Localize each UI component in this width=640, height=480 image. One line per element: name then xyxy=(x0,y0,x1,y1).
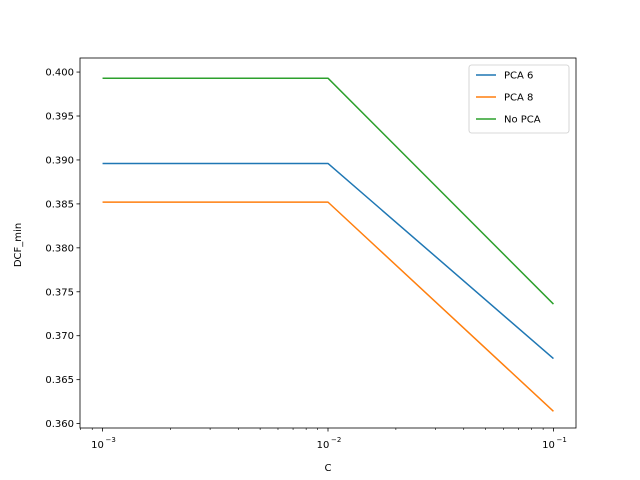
y-tick-label: 0.360 xyxy=(45,419,74,430)
x-tick-label-exponent: −2 xyxy=(331,436,341,444)
axes-layer: 0.360 0.365 0.370 0.375 0.380 0.385 0.390 0.395… xyxy=(45,57,577,451)
y-tick-label: 0.385 xyxy=(45,199,74,210)
x-tick-label-base: 10 xyxy=(317,440,330,451)
x-tick-label: 10 −1 xyxy=(542,436,567,451)
x-tick-label-base: 10 xyxy=(91,440,104,451)
y-tick-label: 0.370 xyxy=(45,331,74,342)
legend-label-3: No PCA xyxy=(504,115,541,126)
x-tick-label-exponent: −3 xyxy=(106,436,116,444)
series-line-3 xyxy=(102,77,554,305)
legend-label-1: PCA 6 xyxy=(504,71,533,82)
y-tick-label: 0.395 xyxy=(45,112,74,123)
series-line-1 xyxy=(102,162,554,360)
x-tick-label-base: 10 xyxy=(542,440,555,451)
y-tick-label: 0.400 xyxy=(45,68,74,79)
plot-layer xyxy=(102,77,554,412)
x-axis-label: C xyxy=(325,463,332,474)
y-tick-label: 0.390 xyxy=(45,155,74,166)
y-tick-label: 0.375 xyxy=(45,287,74,298)
x-tick-label: 10 −2 xyxy=(317,436,342,451)
legend-label-2: PCA 8 xyxy=(504,93,533,104)
x-tick-label: 10 −3 xyxy=(91,436,116,451)
legend-box xyxy=(468,64,570,134)
y-tick-label: 0.380 xyxy=(45,243,74,254)
x-tick-label-exponent: −1 xyxy=(556,436,566,444)
y-tick-label: 0.365 xyxy=(45,375,74,386)
series-line-2 xyxy=(102,201,554,412)
y-axis-label: DCF_min xyxy=(13,223,24,267)
legend: PCA 6 PCA 8 No PCA xyxy=(468,64,570,134)
